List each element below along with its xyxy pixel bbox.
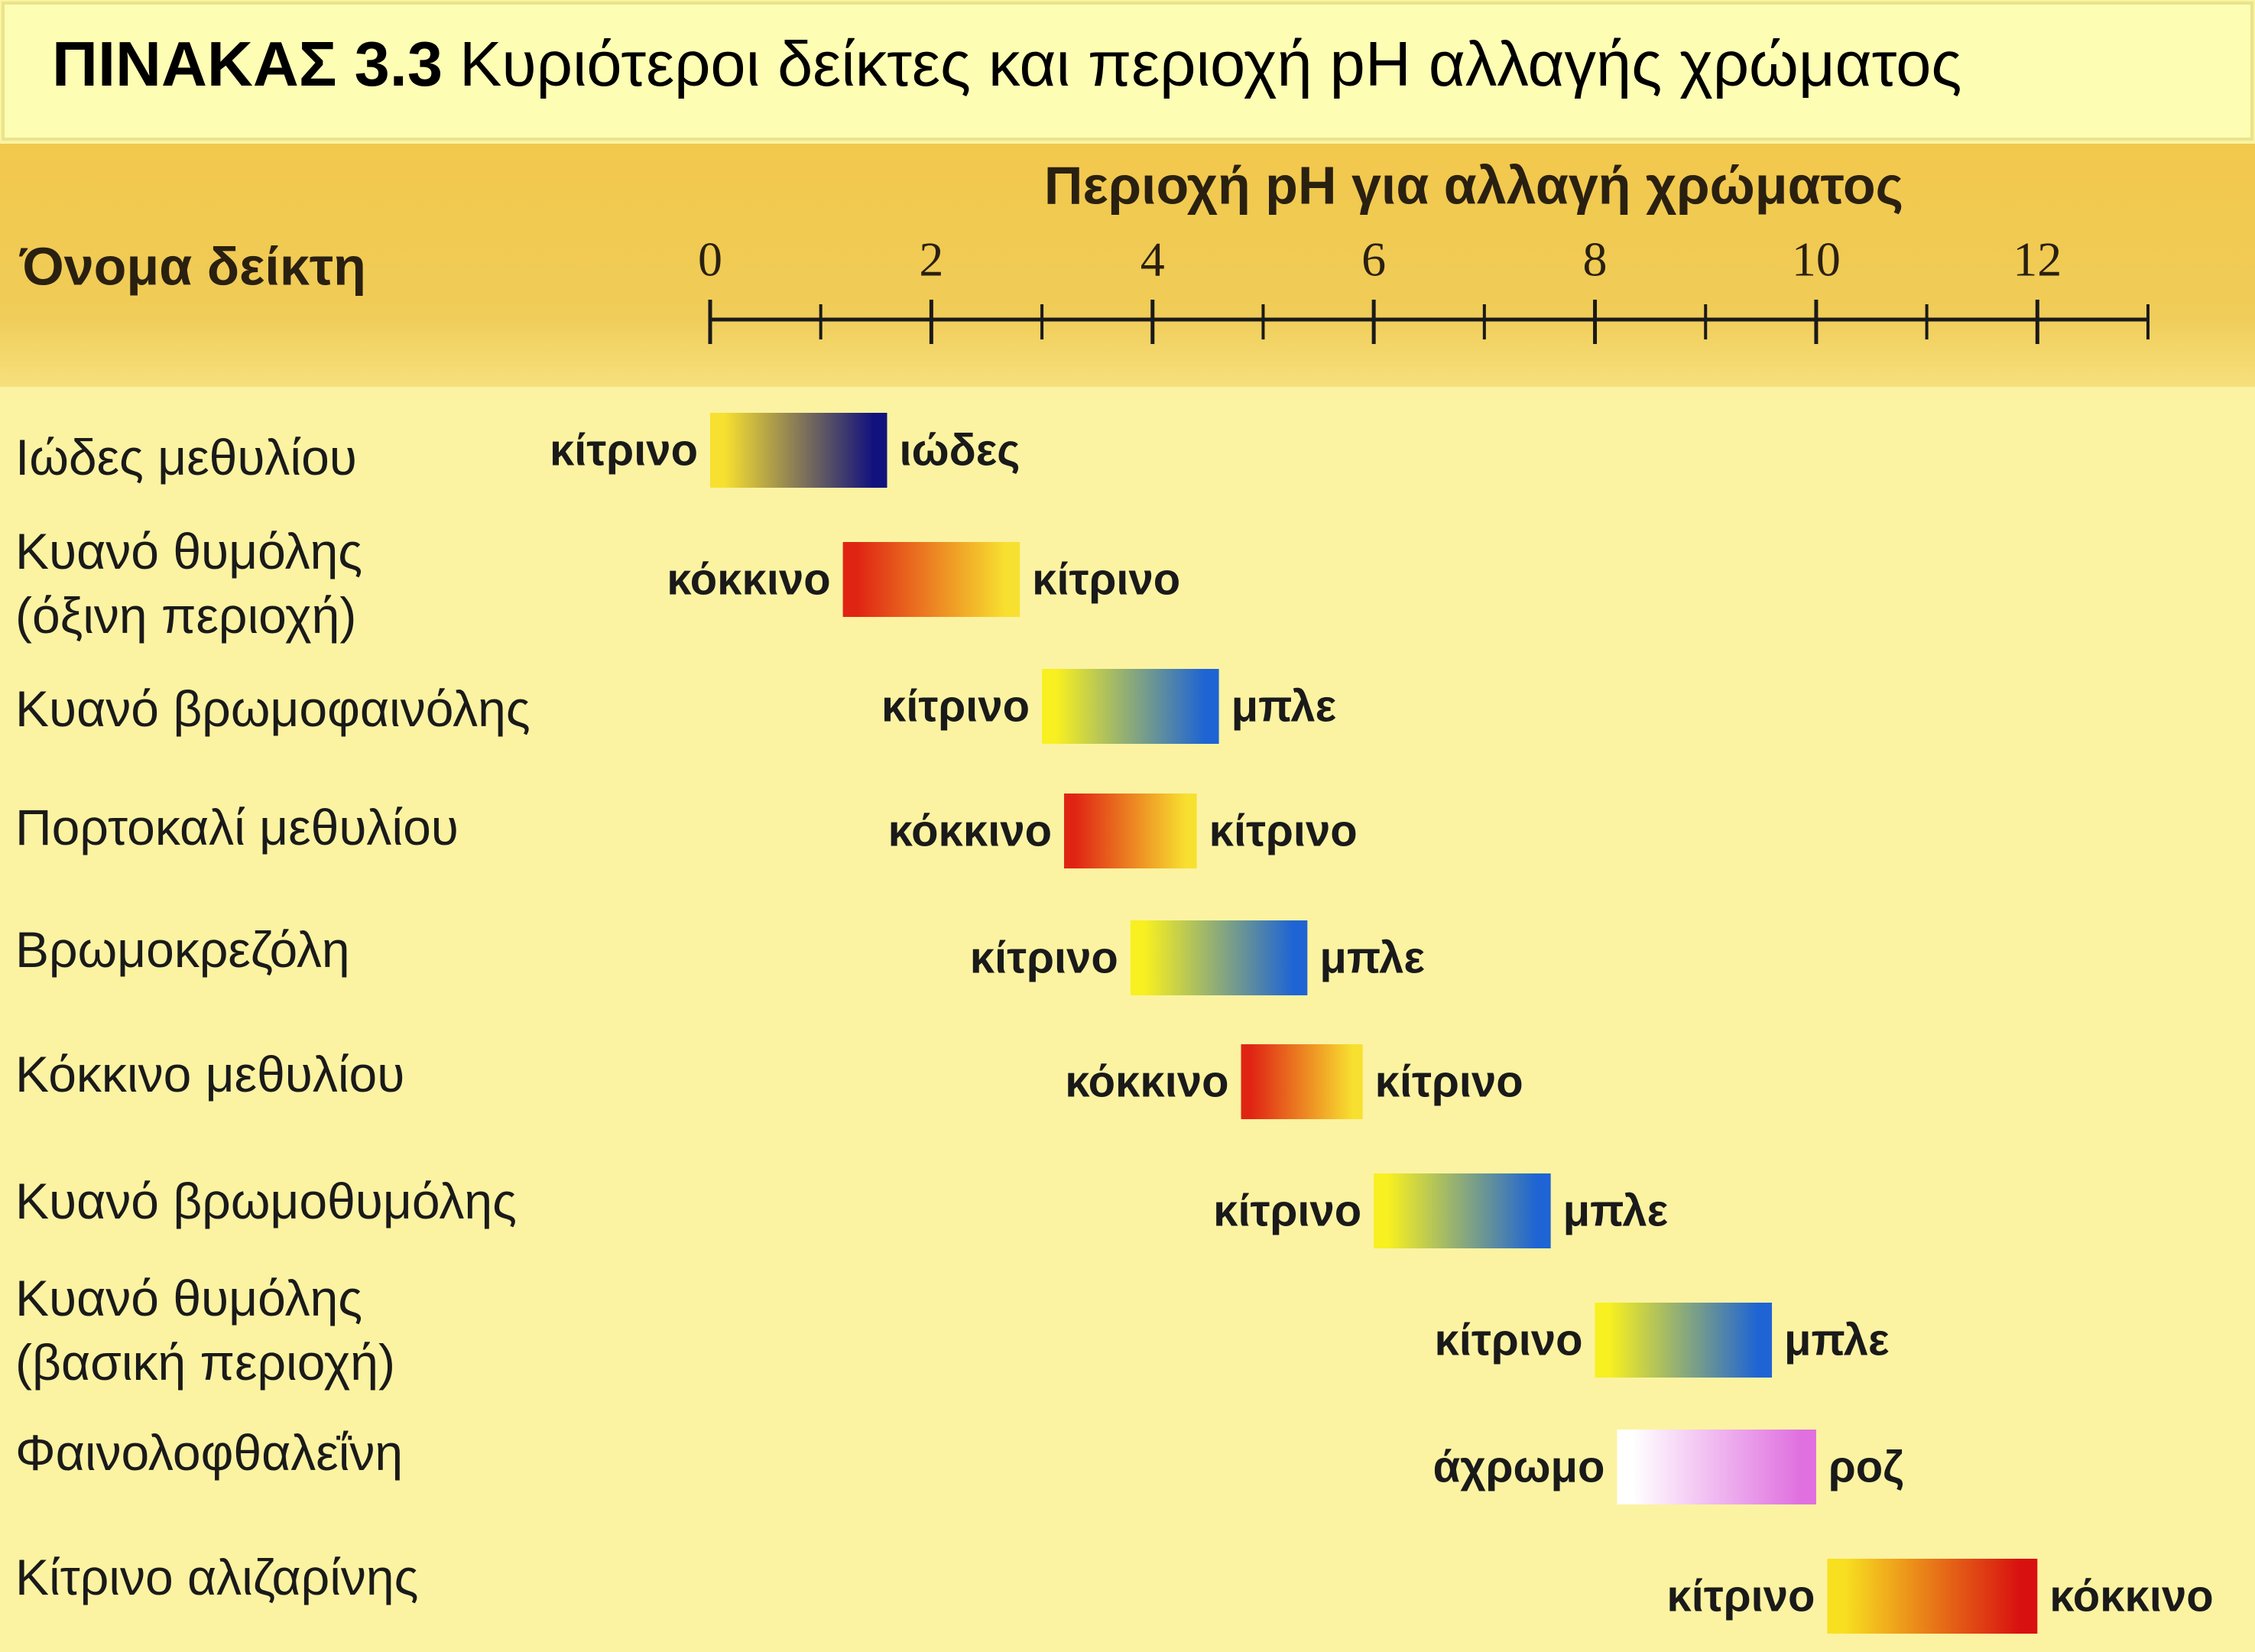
low-color-label: κόκκινο	[888, 806, 1052, 855]
range-bar	[1241, 1044, 1363, 1119]
low-color-label: άχρωμο	[1433, 1442, 1605, 1491]
category-label: Όνομα δείκτη	[19, 236, 366, 296]
high-color-label: κίτρινο	[1209, 806, 1358, 855]
low-color-label: κίτρινο	[1666, 1571, 1815, 1621]
x-axis-title: Περιοχή pH για αλλαγή χρώματος	[1044, 155, 1903, 215]
indicator-name: Κυανό βρωμοθυμόλης	[15, 1173, 517, 1229]
low-color-label: κίτρινο	[1213, 1186, 1361, 1235]
indicator-name: Κίτρινο αλιζαρίνης	[15, 1549, 419, 1605]
indicator-name: Βρωμοκρεζόλη	[15, 921, 350, 978]
high-color-label: κόκκινο	[2049, 1571, 2213, 1621]
range-bar	[1130, 920, 1308, 995]
high-color-label: μπλε	[1784, 1315, 1890, 1365]
x-tick-label: 8	[1583, 232, 1608, 287]
range-bar	[710, 413, 887, 488]
indicator-name: Πορτοκαλί μεθυλίου	[15, 799, 459, 855]
high-color-label: ροζ	[1828, 1442, 1903, 1491]
range-bar	[1064, 794, 1197, 868]
indicator-name: Κόκκινο μεθυλίου	[15, 1046, 405, 1102]
x-tick-label: 4	[1140, 232, 1165, 287]
range-bar	[1617, 1430, 1816, 1504]
low-color-label: κόκκινο	[667, 554, 830, 604]
title-text: Κυριότεροι δείκτες και περιοχή pH αλλαγή…	[459, 28, 1961, 99]
range-bar	[1595, 1303, 1773, 1378]
high-color-label: κίτρινο	[1032, 554, 1180, 604]
high-color-label: ιώδες	[900, 425, 1020, 475]
low-color-label: κίτρινο	[550, 425, 698, 475]
range-bar	[1374, 1173, 1551, 1248]
low-color-label: κίτρινο	[970, 933, 1118, 982]
indicator-name: Ιώδες μεθυλίου	[15, 429, 357, 485]
range-bar	[1042, 669, 1219, 744]
header-band	[0, 144, 2255, 387]
x-tick-label: 12	[2013, 232, 2062, 287]
title-band	[2, 2, 2253, 141]
x-tick-label: 6	[1361, 232, 1386, 287]
indicator-name: Κυανό θυμόλης (βασική περιοχή)	[15, 1270, 395, 1391]
x-tick-label: 0	[698, 232, 722, 287]
low-color-label: κίτρινο	[1435, 1315, 1583, 1365]
x-tick-label: 2	[919, 232, 943, 287]
title-label: ΠΙΝΑΚΑΣ 3.3	[52, 28, 443, 99]
high-color-label: κίτρινο	[1375, 1056, 1523, 1106]
indicator-name: Κυανό βρωμοφαινόλης	[15, 680, 530, 737]
indicator-name: Κυανό θυμόλης (όξινη περιοχή)	[15, 523, 363, 644]
range-bar	[1827, 1559, 2038, 1634]
range-bar	[842, 542, 1020, 617]
chart-title: ΠΙΝΑΚΑΣ 3.3 Κυριότεροι δείκτες και περιοχ…	[52, 28, 1961, 99]
high-color-label: μπλε	[1231, 681, 1337, 731]
indicator-name: Φαινολοφθαλεΐνη	[15, 1424, 404, 1481]
high-color-label: μπλε	[1563, 1186, 1669, 1235]
high-color-label: μπλε	[1319, 933, 1425, 982]
low-color-label: κίτρινο	[881, 681, 1030, 731]
x-tick-label: 10	[1792, 232, 1841, 287]
low-color-label: κόκκινο	[1065, 1056, 1228, 1106]
